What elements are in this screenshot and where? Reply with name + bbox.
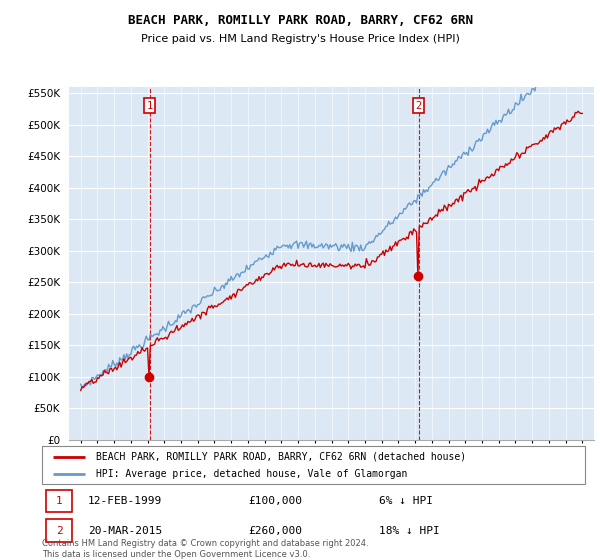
Text: BEACH PARK, ROMILLY PARK ROAD, BARRY, CF62 6RN (detached house): BEACH PARK, ROMILLY PARK ROAD, BARRY, CF… bbox=[97, 451, 466, 461]
Text: 12-FEB-1999: 12-FEB-1999 bbox=[88, 496, 163, 506]
Text: HPI: Average price, detached house, Vale of Glamorgan: HPI: Average price, detached house, Vale… bbox=[97, 469, 407, 479]
Text: Price paid vs. HM Land Registry's House Price Index (HPI): Price paid vs. HM Land Registry's House … bbox=[140, 34, 460, 44]
FancyBboxPatch shape bbox=[42, 446, 585, 484]
Text: 18% ↓ HPI: 18% ↓ HPI bbox=[379, 526, 439, 535]
FancyBboxPatch shape bbox=[46, 490, 73, 512]
Text: BEACH PARK, ROMILLY PARK ROAD, BARRY, CF62 6RN: BEACH PARK, ROMILLY PARK ROAD, BARRY, CF… bbox=[128, 14, 473, 27]
Text: 2: 2 bbox=[415, 101, 422, 111]
Text: 6% ↓ HPI: 6% ↓ HPI bbox=[379, 496, 433, 506]
Text: 1: 1 bbox=[146, 101, 153, 111]
Text: £260,000: £260,000 bbox=[248, 526, 302, 535]
Text: £100,000: £100,000 bbox=[248, 496, 302, 506]
Text: 20-MAR-2015: 20-MAR-2015 bbox=[88, 526, 163, 535]
Text: 2: 2 bbox=[56, 526, 63, 535]
FancyBboxPatch shape bbox=[46, 520, 73, 542]
Text: 1: 1 bbox=[56, 496, 63, 506]
Text: Contains HM Land Registry data © Crown copyright and database right 2024.
This d: Contains HM Land Registry data © Crown c… bbox=[42, 539, 368, 559]
